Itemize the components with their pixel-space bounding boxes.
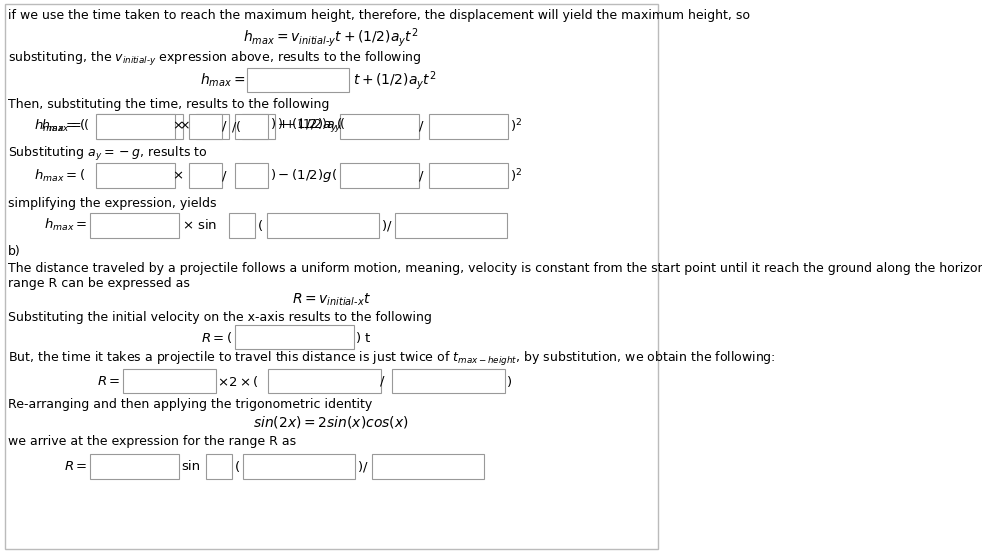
Text: $/$: $/$ bbox=[221, 169, 228, 183]
FancyBboxPatch shape bbox=[267, 213, 379, 238]
FancyBboxPatch shape bbox=[243, 114, 275, 139]
FancyBboxPatch shape bbox=[395, 213, 507, 238]
Text: $R = v_{initial\text{-}x}t$: $R = v_{initial\text{-}x}t$ bbox=[292, 291, 370, 308]
Text: $) + (1/2)a_y($: $) + (1/2)a_y($ bbox=[270, 117, 343, 135]
Text: $R =$: $R =$ bbox=[64, 460, 87, 473]
Text: b): b) bbox=[8, 244, 21, 258]
Text: Then, substituting the time, results to the following: Then, substituting the time, results to … bbox=[8, 98, 329, 111]
Text: $)^2$: $)^2$ bbox=[511, 167, 522, 185]
FancyBboxPatch shape bbox=[340, 164, 418, 188]
Text: $h_{max} = ($: $h_{max} = ($ bbox=[41, 118, 89, 134]
Text: Re-arranging and then applying the trigonometric identity: Re-arranging and then applying the trigo… bbox=[8, 398, 372, 411]
FancyBboxPatch shape bbox=[95, 164, 175, 188]
FancyBboxPatch shape bbox=[236, 114, 268, 139]
FancyBboxPatch shape bbox=[190, 114, 222, 139]
Text: $h_{max} =$: $h_{max} =$ bbox=[44, 217, 87, 233]
Text: $\times 2 \times ($: $\times 2 \times ($ bbox=[217, 373, 259, 389]
Text: The distance traveled by a projectile follows a uniform motion, meaning, velocit: The distance traveled by a projectile fo… bbox=[8, 262, 982, 275]
Text: $h_{max} = v_{initial\text{-}y}t + (1/2)a_yt^2$: $h_{max} = v_{initial\text{-}y}t + (1/2)… bbox=[244, 25, 418, 49]
Text: $\times$: $\times$ bbox=[173, 120, 184, 133]
FancyBboxPatch shape bbox=[429, 114, 508, 139]
FancyBboxPatch shape bbox=[236, 325, 355, 349]
Text: $/$: $/$ bbox=[221, 119, 228, 133]
FancyBboxPatch shape bbox=[429, 164, 508, 188]
Text: $h_{max} =$: $h_{max} =$ bbox=[200, 71, 246, 89]
Text: Substituting the initial velocity on the x-axis results to the following: Substituting the initial velocity on the… bbox=[8, 311, 432, 324]
Text: $\times$: $\times$ bbox=[180, 120, 191, 133]
Text: $)/$: $)/$ bbox=[357, 459, 369, 474]
FancyBboxPatch shape bbox=[196, 114, 229, 139]
Text: $h_{max} = ($: $h_{max} = ($ bbox=[34, 168, 85, 184]
Text: $h_{max} = ($: $h_{max} = ($ bbox=[34, 118, 85, 134]
Text: $)^2$: $)^2$ bbox=[511, 117, 522, 135]
Text: $/$: $/$ bbox=[417, 119, 424, 133]
FancyBboxPatch shape bbox=[246, 67, 349, 92]
Text: $sin(2x) = 2sin(x)cos(x)$: $sin(2x) = 2sin(x)cos(x)$ bbox=[253, 414, 409, 430]
Text: $)/$: $)/$ bbox=[381, 218, 393, 233]
Text: simplifying the expression, yields: simplifying the expression, yields bbox=[8, 197, 216, 210]
Text: sin: sin bbox=[182, 460, 200, 473]
Text: $/($: $/($ bbox=[231, 119, 241, 134]
Text: $)$ t: $)$ t bbox=[355, 330, 372, 345]
Text: $R = ($: $R = ($ bbox=[200, 330, 232, 345]
FancyBboxPatch shape bbox=[393, 369, 505, 393]
FancyBboxPatch shape bbox=[190, 164, 222, 188]
Text: Substituting $a_y = -g$, results to: Substituting $a_y = -g$, results to bbox=[8, 145, 207, 163]
Text: substituting, the $v_{initial\text{-}y}$ expression above, results to the follow: substituting, the $v_{initial\text{-}y}$… bbox=[8, 50, 421, 68]
FancyBboxPatch shape bbox=[97, 114, 183, 139]
FancyBboxPatch shape bbox=[5, 4, 658, 549]
Text: $R =$: $R =$ bbox=[96, 374, 120, 388]
FancyBboxPatch shape bbox=[340, 114, 418, 139]
FancyBboxPatch shape bbox=[372, 454, 484, 479]
Text: But, the time it takes a projectile to travel this distance is just twice of $t_: But, the time it takes a projectile to t… bbox=[8, 350, 776, 368]
Text: $) + (1/2)a_y($: $) + (1/2)a_y($ bbox=[277, 117, 346, 135]
Text: $\times$ sin: $\times$ sin bbox=[182, 218, 217, 232]
Text: if we use the time taken to reach the maximum height, therefore, the displacemen: if we use the time taken to reach the ma… bbox=[8, 9, 750, 22]
Text: $($: $($ bbox=[257, 218, 263, 233]
FancyBboxPatch shape bbox=[90, 213, 180, 238]
Text: $/$: $/$ bbox=[379, 374, 386, 388]
Text: $)$: $)$ bbox=[506, 373, 512, 389]
FancyBboxPatch shape bbox=[268, 369, 381, 393]
FancyBboxPatch shape bbox=[90, 454, 180, 479]
FancyBboxPatch shape bbox=[124, 369, 216, 393]
Text: range R can be expressed as: range R can be expressed as bbox=[8, 276, 190, 290]
Text: $\times$: $\times$ bbox=[173, 169, 184, 182]
Text: $/$: $/$ bbox=[417, 169, 424, 183]
FancyBboxPatch shape bbox=[95, 114, 175, 139]
FancyBboxPatch shape bbox=[206, 454, 232, 479]
FancyBboxPatch shape bbox=[244, 454, 355, 479]
Text: $t + (1/2)a_yt^2$: $t + (1/2)a_yt^2$ bbox=[353, 69, 436, 91]
FancyBboxPatch shape bbox=[229, 213, 255, 238]
FancyBboxPatch shape bbox=[236, 164, 268, 188]
Text: $) - (1/2)g($: $) - (1/2)g($ bbox=[270, 168, 338, 184]
Text: $($: $($ bbox=[234, 459, 240, 474]
Text: we arrive at the expression for the range R as: we arrive at the expression for the rang… bbox=[8, 435, 297, 448]
